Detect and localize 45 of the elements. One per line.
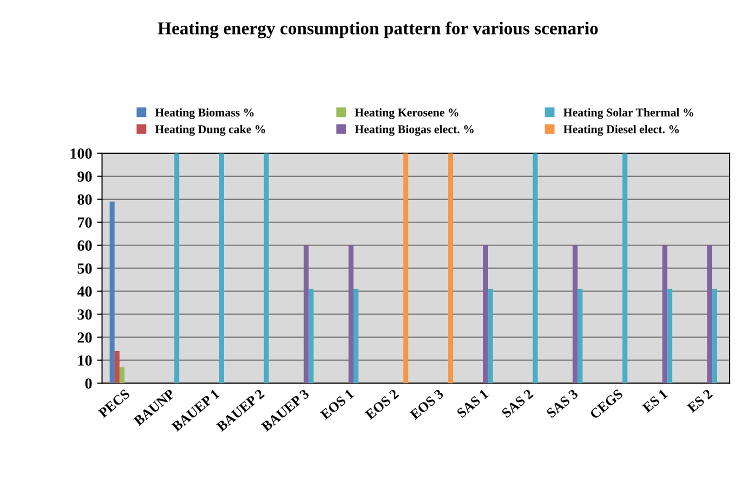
bar [304,245,309,384]
bar [110,202,115,384]
bar [572,245,578,384]
bar [264,153,269,384]
y-tick-label: 30 [78,309,92,320]
bar [219,153,224,384]
y-tick-label: 40 [77,286,92,297]
x-tick-label: ES 1 [642,388,668,414]
legend-label: Heating Solar Thermal % [563,108,694,119]
y-tick-label: 80 [78,194,92,205]
bar [667,288,672,384]
x-tick-label: SAS 1 [456,388,489,418]
bar [114,351,120,384]
x-tick-label: SAS 3 [546,388,579,418]
y-tick-label: 0 [85,378,92,389]
bar [488,288,493,384]
bar [308,288,314,384]
legend-label: Heating Diesel elect. % [563,124,679,136]
bar [403,153,408,384]
y-tick-label: 100 [70,148,92,159]
chart-title: Heating energy consumption pattern for various scenario [158,22,598,38]
y-tick-label: 90 [77,171,92,182]
bar [712,288,717,384]
bar [448,153,453,384]
bar [348,245,354,384]
bar [707,245,712,384]
y-tick-label: 70 [78,217,92,228]
y-tick-label: 50 [78,263,92,274]
x-tick-label: ES 2 [686,388,713,414]
bar [174,153,180,384]
x-tick-label: SAS 2 [501,388,534,418]
y-tick-label: 10 [78,355,92,366]
y-tick-label: 20 [78,332,92,343]
legend-label: Heating Dung cake % [155,124,266,136]
legend-label: Heating Biogas elect. % [354,124,474,136]
bar [120,367,124,384]
y-tick-label: 60 [78,240,92,251]
bar [354,288,358,384]
legend-label: Heating Kerosene % [354,108,458,119]
bar [662,245,668,384]
legend-label: Heating Biomass % [155,108,254,119]
bar [532,153,538,384]
bar [483,245,488,384]
bar [578,288,583,384]
bar [622,153,628,384]
